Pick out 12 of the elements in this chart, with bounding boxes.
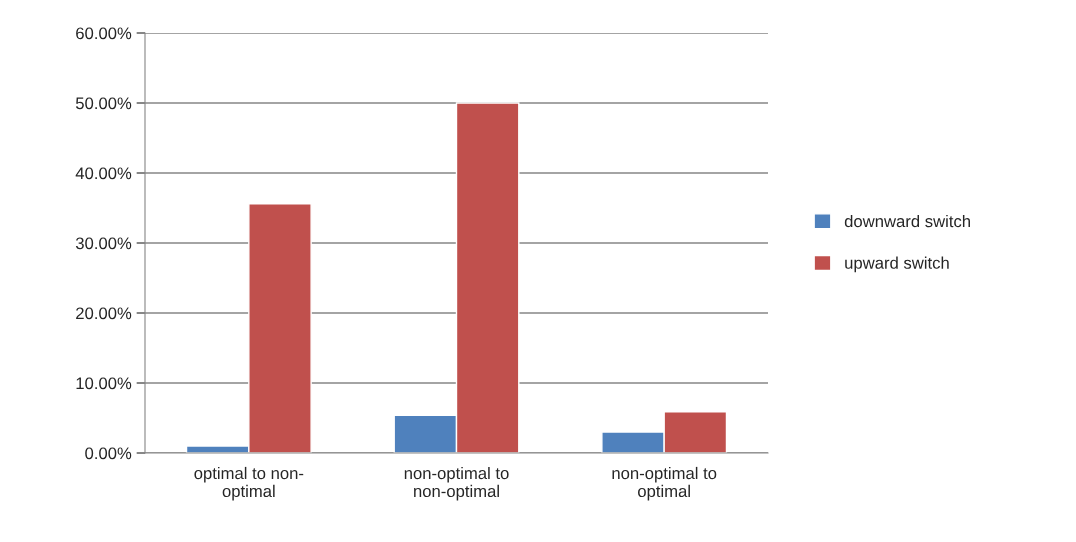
y-tick-label: 30.00% <box>75 237 132 250</box>
y-tick-label: 40.00% <box>75 167 132 180</box>
legend-label: downward switch <box>844 214 970 228</box>
y-tick-label: 50.00% <box>75 97 132 110</box>
x-tick-label: optimal to non- optimal <box>194 466 304 501</box>
legend-label: upward switch <box>845 256 949 273</box>
y-tick-label: 20.00% <box>76 307 132 320</box>
x-tick-label: non-optimal to optimal <box>612 466 717 501</box>
y-tick-label: 0.00% <box>85 447 132 460</box>
x-tick-label: non-optimal to non-optimal <box>404 466 509 501</box>
y-tick-label: 10.00% <box>76 377 132 390</box>
y-tick-label: 60.00% <box>76 27 132 40</box>
